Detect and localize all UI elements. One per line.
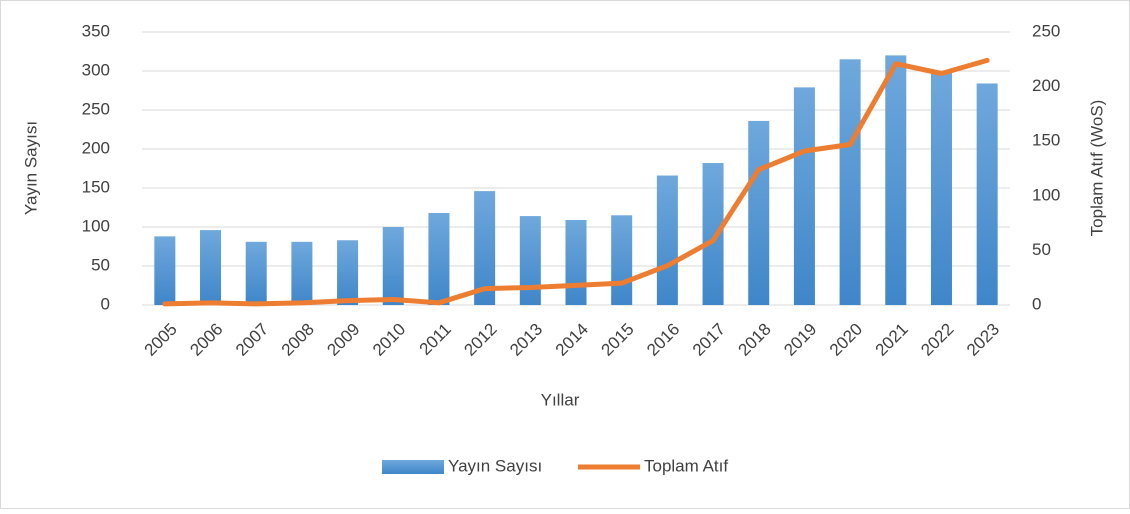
bar xyxy=(885,55,907,306)
bar xyxy=(611,215,633,305)
bar xyxy=(519,216,541,305)
bar xyxy=(291,241,313,305)
bar xyxy=(200,230,222,305)
line xyxy=(162,57,990,307)
legend-label: Toplam Atıf xyxy=(644,456,728,475)
y-tick-label: 200 xyxy=(82,138,110,157)
legend-label: Yayın Sayısı xyxy=(448,456,542,475)
bar xyxy=(474,191,496,305)
bar xyxy=(428,212,450,305)
y-tick-label: 0 xyxy=(101,294,110,313)
y-tick-label: 300 xyxy=(82,60,110,79)
y2-tick-label: 50 xyxy=(1032,240,1051,259)
bar xyxy=(565,219,587,305)
bar xyxy=(748,120,770,305)
bar xyxy=(702,163,724,305)
y-tick-label: 350 xyxy=(82,21,110,40)
bar xyxy=(154,236,176,305)
legend-swatch xyxy=(382,460,444,474)
y-tick-label: 50 xyxy=(91,255,110,274)
y2-tick-label: 250 xyxy=(1032,21,1060,40)
y2-tick-label: 200 xyxy=(1032,76,1060,95)
bar xyxy=(656,175,678,305)
y-tick-label: 250 xyxy=(82,99,110,118)
bar xyxy=(976,83,998,305)
y2-tick-label: 0 xyxy=(1032,294,1041,313)
y2-axis-title: Toplam Atıf (WoS) xyxy=(1087,100,1106,237)
bar xyxy=(793,87,815,305)
bar xyxy=(337,240,359,305)
y-tick-label: 150 xyxy=(82,177,110,196)
y-tick-label: 100 xyxy=(82,216,110,235)
bar xyxy=(839,59,861,305)
y2-tick-label: 100 xyxy=(1032,185,1060,204)
bar xyxy=(930,71,952,305)
bar xyxy=(245,241,267,305)
y2-tick-label: 150 xyxy=(1032,131,1060,150)
x-axis-title: Yıllar xyxy=(541,390,580,409)
y-axis-title: Yayın Sayısı xyxy=(21,121,40,215)
bar xyxy=(382,227,404,305)
